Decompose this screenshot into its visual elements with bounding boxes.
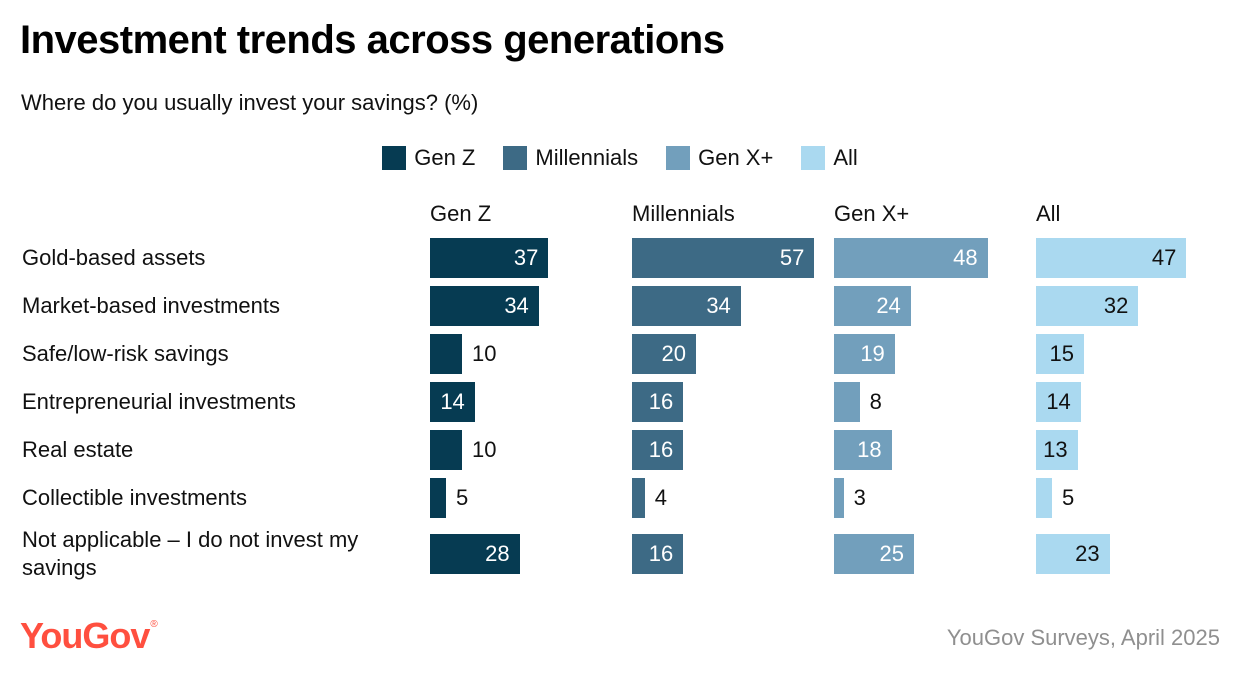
bar-millennials <box>632 238 815 278</box>
bar-millennials <box>632 534 684 574</box>
data-label: 13 <box>1043 437 1068 462</box>
logo-text: YouGov <box>20 615 150 656</box>
bar-gen-z <box>430 238 549 278</box>
legend-label: Millennials <box>535 145 639 170</box>
data-label: 5 <box>456 485 469 510</box>
bar-gen-z <box>430 334 462 374</box>
bar-gen-z <box>430 478 446 518</box>
bar-gen-x <box>834 334 895 374</box>
legend-item-gen-x: Gen X+ <box>666 145 773 171</box>
chart-title: Investment trends across generations <box>20 18 725 62</box>
bar-all <box>1036 238 1187 278</box>
bar-millennials <box>632 382 684 422</box>
data-label: 24 <box>876 293 901 318</box>
data-label: 20 <box>661 341 686 366</box>
data-label: 14 <box>1046 389 1071 414</box>
data-label: 23 <box>1075 541 1100 566</box>
data-label: 8 <box>869 389 882 414</box>
data-label: 28 <box>485 541 510 566</box>
data-label: 48 <box>953 245 978 270</box>
bar-all <box>1036 382 1081 422</box>
data-label: 10 <box>472 341 497 366</box>
row-label: Real estate <box>22 437 134 462</box>
bar-gen-x <box>834 478 844 518</box>
legend-label: Gen X+ <box>698 145 774 170</box>
data-label: 5 <box>1062 485 1075 510</box>
data-label: 16 <box>648 389 674 414</box>
bar-millennials <box>632 286 741 326</box>
bar-gen-x <box>834 534 914 574</box>
legend-item-gen-z: Gen Z <box>382 145 475 171</box>
legend-swatch <box>801 146 826 170</box>
bar-gen-x <box>834 238 988 278</box>
bar-gen-z <box>430 286 539 326</box>
data-label: 10 <box>472 437 497 462</box>
legend-swatch <box>503 146 528 170</box>
source-note: YouGov Surveys, April 2025 <box>946 625 1220 650</box>
row-label: Entrepreneurial investments <box>22 389 296 414</box>
legend-swatch <box>666 146 691 170</box>
legend-swatch <box>382 146 407 170</box>
data-label: 37 <box>513 245 539 270</box>
data-label: 25 <box>879 541 904 566</box>
row-label: Gold-based assets <box>22 245 206 270</box>
data-label: 16 <box>648 437 674 462</box>
column-header-all: All <box>1036 201 1061 226</box>
legend-label: All <box>833 145 858 170</box>
bar-all <box>1036 286 1139 326</box>
data-label: 16 <box>648 541 674 566</box>
bar-gen-x <box>834 382 860 422</box>
bar-all <box>1036 534 1110 574</box>
data-label: 19 <box>860 341 885 366</box>
logo-registered-mark: ® <box>150 619 157 630</box>
legend-label: Gen Z <box>414 145 476 170</box>
bar-gen-z <box>430 430 462 470</box>
row-label: Safe/low-risk savings <box>22 341 229 366</box>
legend-item-millennials: Millennials <box>503 145 638 171</box>
data-label: 15 <box>1049 341 1074 366</box>
data-label: 14 <box>440 389 465 414</box>
data-label: 32 <box>1103 293 1129 318</box>
bar-millennials <box>632 430 684 470</box>
column-header-gen-x: Gen X+ <box>834 201 910 226</box>
row-label: Not applicable – I do not invest my savi… <box>22 527 359 580</box>
column-header-millennials: Millennials <box>632 201 735 226</box>
bar-all <box>1036 430 1078 470</box>
data-label: 18 <box>857 437 882 462</box>
row-label: Collectible investments <box>22 485 247 510</box>
bar-all <box>1036 478 1052 518</box>
row-label: Market-based investments <box>22 293 280 318</box>
data-label: 34 <box>504 293 529 318</box>
bar-gen-z <box>430 534 520 574</box>
chart-subtitle: Where do you usually invest your savings… <box>21 90 479 115</box>
bar-all <box>1036 334 1084 374</box>
data-label: 34 <box>706 293 731 318</box>
bar-gen-x <box>834 286 911 326</box>
bar-gen-x <box>834 430 892 470</box>
data-label: 47 <box>1151 245 1177 270</box>
legend-item-all: All <box>801 145 858 171</box>
bar-millennials <box>632 478 645 518</box>
chart-legend: Gen Z Millennials Gen X+ All <box>0 145 1240 171</box>
bar-millennials <box>632 334 696 374</box>
bar-gen-z <box>430 382 475 422</box>
data-label: 4 <box>654 485 668 510</box>
yougov-logo: YouGov® <box>20 615 158 657</box>
data-label: 3 <box>853 485 866 510</box>
data-label: 57 <box>779 245 805 270</box>
column-header-gen-z: Gen Z <box>430 201 492 226</box>
